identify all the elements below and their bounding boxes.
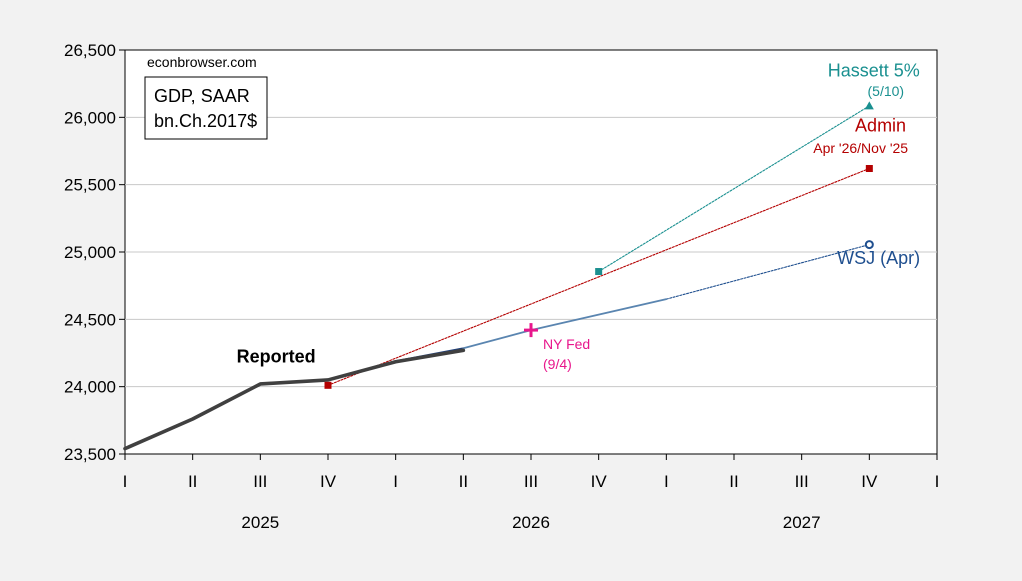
label-nyfed-sub: (9/4) [543,356,572,372]
series-line [598,105,870,273]
x-tick-label: I [123,472,128,491]
label-wsj: WSJ (Apr) [837,248,920,268]
y-tick-label: 24,000 [64,378,116,397]
marker-square [595,268,603,276]
label-nyfed: NY Fed [543,336,590,352]
year-label: 2025 [241,513,279,532]
watermark-text: econbrowser.com [147,54,257,70]
x-tick-label: II [729,472,738,491]
label-admin-sub: Apr '26/Nov '25 [813,140,908,156]
series-line [665,244,870,300]
y-tick-label: 24,500 [64,310,116,329]
label-admin: Admin [855,115,906,135]
x-tick-label: III [795,472,809,491]
marker-square [324,381,332,389]
label-reported: Reported [237,346,316,366]
y-tick-label: 23,500 [64,445,116,464]
x-tick-label: I [935,472,940,491]
title-line-1: GDP, SAAR [154,86,250,106]
y-tick-label: 25,000 [64,243,116,262]
label-hassett-sub: (5/10) [868,83,905,99]
x-tick-label: III [524,472,538,491]
y-tick-label: 26,500 [64,41,116,60]
x-tick-label: I [664,472,669,491]
y-tick-label: 25,500 [64,176,116,195]
marker-triangle [864,101,874,110]
marker-circle [864,240,874,250]
x-tick-label: II [459,472,468,491]
x-tick-label: II [188,472,197,491]
x-tick-label: IV [320,472,337,491]
title-line-2: bn.Ch.2017$ [154,111,257,131]
y-tick-label: 26,000 [64,108,116,127]
series-line [327,167,870,386]
x-tick-label: I [393,472,398,491]
title-box [144,76,268,140]
series-line [123,348,466,451]
year-label: 2026 [512,513,550,532]
marker-square [865,165,873,173]
label-hassett: Hassett 5% [828,60,920,80]
x-tick-label: III [253,472,267,491]
x-tick-label: IV [861,472,878,491]
year-label: 2027 [783,513,821,532]
x-tick-label: IV [591,472,608,491]
